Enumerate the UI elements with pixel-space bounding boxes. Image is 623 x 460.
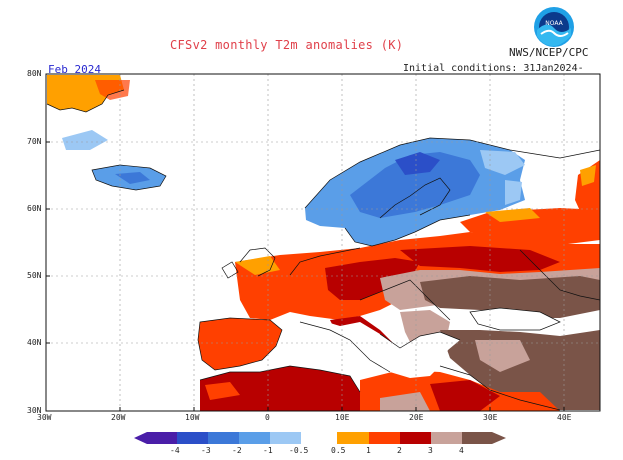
- sea-areas: [282, 308, 560, 378]
- lon-label: 10W: [185, 413, 200, 422]
- lat-label: 40N: [27, 338, 42, 347]
- lat-label: 80N: [27, 69, 42, 78]
- lon-label: 40E: [557, 413, 572, 422]
- lat-label: 30N: [27, 406, 42, 415]
- forecast-month: Feb 2024: [48, 63, 101, 76]
- colorbar-label: 0.5: [331, 446, 346, 455]
- lon-label: 10E: [335, 413, 350, 422]
- colorbar-label: 4: [459, 446, 464, 455]
- lon-label: 30W: [37, 413, 52, 422]
- coastlines: [46, 89, 601, 411]
- anomaly-fill-iceland: [92, 165, 166, 190]
- anomaly-fill-scandinavia: [305, 138, 525, 246]
- colorbar-label: -2: [232, 446, 242, 455]
- axis-ticks: [46, 73, 565, 412]
- anomaly-fill-south: [198, 310, 600, 411]
- colorbar: [134, 432, 506, 444]
- colorbar-label: 3: [428, 446, 433, 455]
- colorbar-label: -3: [201, 446, 211, 455]
- colorbar-label: 2: [397, 446, 402, 455]
- colorbar-arrow-left: [134, 432, 147, 444]
- logo-text: NOAA: [545, 20, 563, 27]
- agency-label: NWS/NCEP/CPC: [509, 46, 589, 59]
- colorbar-arrow-right: [492, 432, 506, 444]
- lon-label: 20W: [111, 413, 126, 422]
- lat-label: 50N: [27, 271, 42, 280]
- colorbar-label: 1: [366, 446, 371, 455]
- colorbar-label: -4: [170, 446, 180, 455]
- graticule: [46, 74, 600, 411]
- map-frame: [45, 73, 601, 412]
- lon-label: 20E: [409, 413, 424, 422]
- colorbar-label: -0.5: [289, 446, 309, 455]
- map-title: CFSv2 monthly T2m anomalies (K): [170, 38, 404, 52]
- lon-label: 30E: [483, 413, 498, 422]
- lat-label: 60N: [27, 204, 42, 213]
- lat-label: 70N: [27, 137, 42, 146]
- anomaly-fill-arctic: [47, 75, 130, 150]
- lon-label: 0: [265, 413, 270, 422]
- colorbar-label: -1: [263, 446, 273, 455]
- noaa-logo: NOAA: [533, 6, 575, 48]
